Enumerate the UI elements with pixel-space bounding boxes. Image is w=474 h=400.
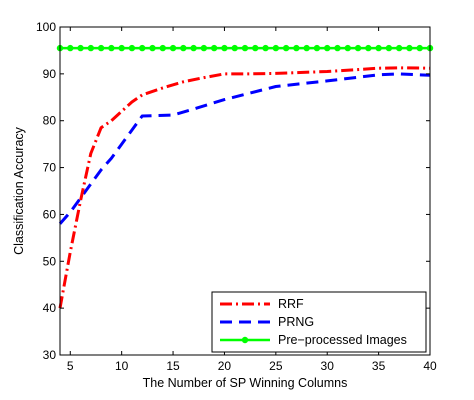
- data-point-pre-processed-images: [108, 44, 115, 52]
- data-point-pre-processed-images: [97, 44, 105, 52]
- x-tick-label: 30: [321, 359, 335, 373]
- series-lines: [58, 46, 431, 309]
- data-point-pre-processed-images: [334, 44, 341, 52]
- series-line-rrf: [58, 66, 431, 309]
- data-point-pre-processed-images: [231, 44, 238, 52]
- series-line-prng: [58, 72, 431, 225]
- data-point-pre-processed-images: [354, 44, 362, 52]
- data-point-pre-processed-images: [149, 44, 156, 52]
- y-tick-label: 40: [43, 301, 57, 315]
- data-point-pre-processed-images: [87, 44, 95, 52]
- data-point-pre-processed-images: [77, 44, 84, 52]
- data-point-pre-processed-images: [252, 44, 259, 52]
- x-tick-label: 15: [166, 359, 180, 373]
- x-axis-label: The Number of SP Winning Columns: [143, 376, 348, 390]
- x-tick-label: 20: [218, 359, 232, 373]
- data-point-pre-processed-images: [344, 44, 351, 52]
- legend-label-prng: PRNG: [278, 315, 314, 329]
- data-point-pre-processed-images: [190, 44, 197, 52]
- data-point-pre-processed-images: [385, 44, 393, 52]
- data-point-pre-processed-images: [282, 44, 290, 52]
- data-point-pre-processed-images: [262, 44, 269, 52]
- data-point-pre-processed-images: [416, 44, 423, 52]
- x-tick-label: 10: [115, 359, 129, 373]
- data-point-pre-processed-images: [128, 44, 136, 52]
- x-tick-label: 5: [67, 359, 74, 373]
- y-tick-label: 100: [36, 20, 56, 34]
- y-tick-label: 70: [43, 161, 57, 175]
- y-tick-label: 80: [43, 114, 57, 128]
- plot-frame: [59, 26, 431, 356]
- data-point-pre-processed-images: [324, 44, 331, 52]
- data-point-pre-processed-images: [139, 44, 146, 52]
- data-point-pre-processed-images: [180, 44, 187, 52]
- legend-label-rrf: RRF: [278, 297, 304, 311]
- y-tick-label: 50: [43, 254, 57, 268]
- series-markers: [56, 44, 434, 52]
- y-tick-label: 30: [43, 348, 57, 362]
- axis-ticks: 5 10 15 20 25 30 35 40 30 40 50 60 70 80 90 100: [36, 20, 437, 373]
- data-point-pre-processed-images: [200, 44, 208, 52]
- data-point-pre-processed-images: [159, 44, 166, 52]
- data-point-pre-processed-images: [395, 44, 403, 52]
- data-point-pre-processed-images: [169, 44, 177, 52]
- y-tick-label: 90: [43, 67, 57, 81]
- y-axis-label: Classification Accuracy: [12, 126, 26, 255]
- legend-marker-pre-processed-images: [241, 336, 249, 344]
- x-tick-label: 40: [423, 359, 437, 373]
- data-point-pre-processed-images: [272, 44, 280, 52]
- data-point-pre-processed-images: [375, 44, 382, 52]
- data-point-pre-processed-images: [241, 44, 249, 52]
- data-point-pre-processed-images: [67, 44, 74, 52]
- data-point-pre-processed-images: [406, 44, 413, 52]
- data-point-pre-processed-images: [365, 44, 372, 52]
- legend-label-pre-processed-images: Pre−processed Images: [278, 333, 407, 347]
- legend: RRF PRNG Pre−processed Images: [211, 291, 427, 353]
- data-point-pre-processed-images: [313, 44, 321, 52]
- data-point-pre-processed-images: [293, 44, 300, 52]
- x-tick-label: 25: [269, 359, 283, 373]
- x-tick-label: 35: [372, 359, 386, 373]
- data-point-pre-processed-images: [303, 44, 310, 52]
- y-tick-label: 60: [43, 207, 57, 221]
- data-point-pre-processed-images: [221, 44, 228, 52]
- data-point-pre-processed-images: [118, 44, 125, 52]
- data-point-pre-processed-images: [210, 44, 218, 52]
